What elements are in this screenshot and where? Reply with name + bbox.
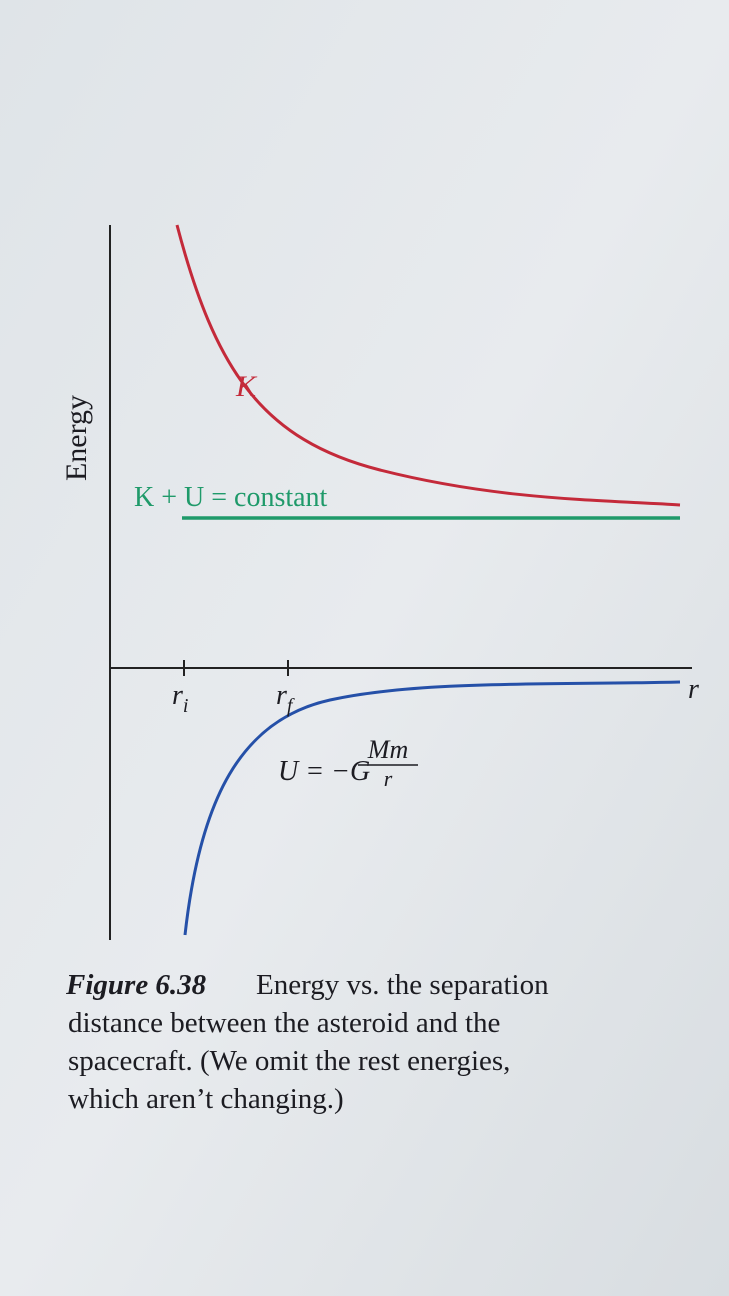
caption-number: Figure 6.38 [65, 969, 207, 1001]
fraction-denominator: r [384, 766, 393, 791]
caption-line: spacecraft. (We omit the rest energies, [68, 1045, 510, 1077]
axis-label: Energy [60, 395, 93, 481]
subscript: i [183, 695, 189, 717]
total-label: K + U = constant [134, 482, 328, 513]
potential-curve [183, 680, 681, 936]
symbol: r [276, 680, 287, 711]
kinetic-curve [175, 224, 681, 507]
symbol: r [172, 680, 183, 711]
potential-label: U = −G [278, 756, 370, 787]
caption-line: distance between the asteroid and the [68, 1007, 500, 1039]
x-axis-label: r [688, 674, 699, 705]
kinetic-label: K [235, 370, 258, 403]
tick-label: rf [276, 680, 295, 717]
caption-line: Energy vs. the separation [256, 969, 549, 1001]
subscript: f [287, 695, 295, 717]
caption-line: which aren’t changing.) [68, 1083, 344, 1115]
fraction-numerator: Mm [367, 735, 408, 764]
tick-label: ri [172, 680, 188, 717]
caption: Energy vs. the separation distance betwee… [68, 969, 549, 1115]
